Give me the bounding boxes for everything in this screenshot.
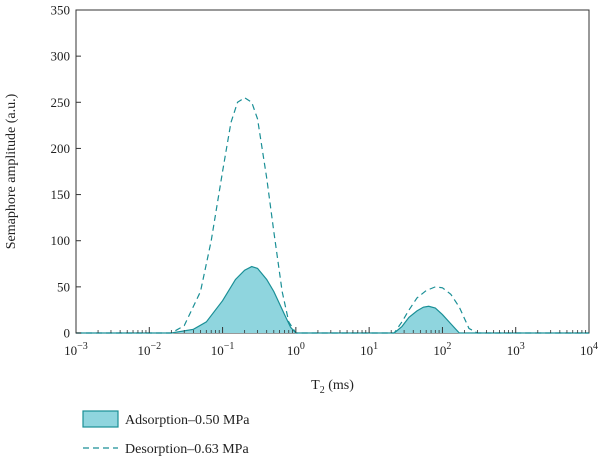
x-tick-label: 101 [360,341,378,358]
y-axis-title: Semaphore amplitude (a.u.) [4,93,19,249]
y-tick-label: 150 [51,187,71,202]
plot-border [75,9,590,334]
adsorption-line [76,265,589,334]
x-tick-label: 10−1 [211,341,235,358]
x-tick-label: 103 [507,341,525,358]
legend-swatch-adsorption [82,410,119,428]
legend-label-desorption: Desorption–0.63 MPa [125,442,249,457]
legend: Adsorption–0.50 MPa Desorption–0.63 MPa [82,410,250,457]
y-axis-ticks: 0 50 100 150 200 250 300 350 [51,3,81,341]
y-tick-label: 200 [51,141,71,156]
x-tick-label: 102 [433,341,451,358]
y-tick-label: 300 [51,49,71,64]
y-tick-label: 0 [64,326,71,341]
y-tick-label: 250 [51,95,71,110]
plot-frame [75,9,590,334]
desorption-line [76,96,589,334]
x-axis-ticks: 10−3 10−2 10−1 100 101 102 103 104 [64,327,598,358]
x-tick-label: 10−2 [137,341,161,358]
y-tick-label: 100 [51,233,71,248]
x-tick-label: 10−3 [64,341,88,358]
series-layer [76,96,589,334]
adsorption-area [76,266,589,333]
y-tick-label: 50 [57,279,70,294]
x-axis-title: T2 (ms) [311,378,354,396]
x-tick-label: 104 [580,341,598,358]
legend-label-adsorption: Adsorption–0.50 MPa [125,413,250,428]
x-tick-label: 100 [287,341,305,358]
y-tick-label: 350 [51,3,71,18]
